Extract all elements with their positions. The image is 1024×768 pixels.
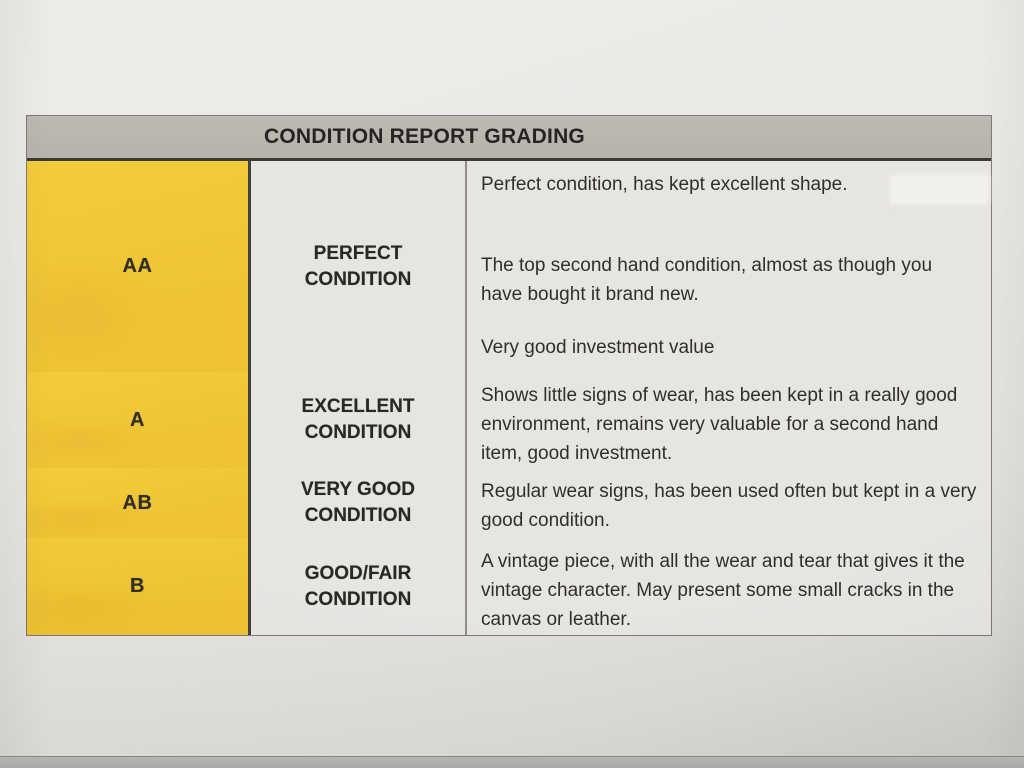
grade-label: B xyxy=(130,575,145,597)
description-paragraph: Very good investment value xyxy=(481,337,715,358)
table-title: CONDITION REPORT GRADING xyxy=(264,125,585,148)
description-cell-excellent: Shows little signs of wear, has been kep… xyxy=(467,372,991,468)
grade-cell-a: A xyxy=(27,372,251,468)
condition-cell-good-fair: GOOD/FAIR CONDITION xyxy=(251,538,467,635)
condition-cell-very-good: VERY GOOD CONDITION xyxy=(251,468,467,538)
description-paragraph: Regular wear signs, has been used often … xyxy=(481,481,977,531)
grade-cell-b: B xyxy=(27,538,251,635)
table-header: CONDITION REPORT GRADING xyxy=(27,116,991,161)
grade-label: AA xyxy=(122,255,153,277)
condition-label: EXCELLENT CONDITION xyxy=(301,396,415,443)
grade-cell-aa: AA xyxy=(27,161,251,372)
grade-label: A xyxy=(130,408,145,431)
condition-cell-excellent: EXCELLENT CONDITION xyxy=(251,372,467,468)
grading-table: CONDITION REPORT GRADING AA PERFECT COND… xyxy=(26,115,992,636)
grade-label: AB xyxy=(122,491,153,514)
grade-cell-ab: AB xyxy=(27,468,251,538)
description-cell-good-fair: A vintage piece, with all the wear and t… xyxy=(467,538,991,635)
paper-bottom-edge xyxy=(0,756,1024,768)
description-paragraph: A vintage piece, with all the wear and t… xyxy=(481,551,965,630)
condition-label: VERY GOOD CONDITION xyxy=(300,479,416,526)
whiteout-patch xyxy=(891,176,988,203)
description-paragraph: Perfect condition, has kept excellent sh… xyxy=(481,174,848,195)
description-cell-very-good: Regular wear signs, has been used often … xyxy=(467,468,991,538)
description-paragraph: The top second hand condition, almost as… xyxy=(481,255,933,305)
description-paragraph: Shows little signs of wear, has been kep… xyxy=(481,385,958,464)
condition-label: PERFECT CONDITION xyxy=(304,242,412,290)
condition-label: GOOD/FAIR CONDITION xyxy=(304,562,412,610)
condition-cell-perfect: PERFECT CONDITION xyxy=(251,161,467,372)
